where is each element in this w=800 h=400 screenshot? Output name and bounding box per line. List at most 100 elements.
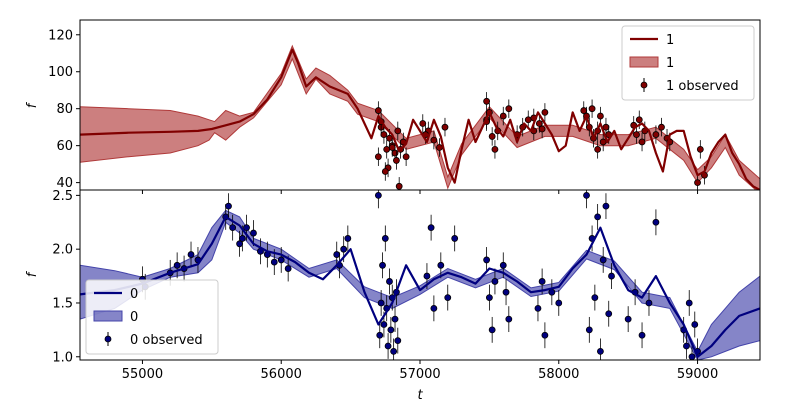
observed-point: [437, 261, 445, 269]
observed-point: [250, 229, 257, 237]
y-tick-label: 100: [48, 65, 73, 80]
observed-point: [488, 326, 496, 334]
observed-point: [380, 321, 388, 328]
observed-point: [580, 107, 588, 114]
observed-point: [381, 168, 389, 175]
observed-point: [243, 224, 250, 232]
observed-point: [344, 235, 352, 242]
observed-point: [691, 321, 699, 328]
y-tick-label: 2.5: [52, 189, 73, 204]
observed-point: [229, 224, 237, 232]
observed-point: [548, 288, 556, 296]
observed-point: [427, 224, 435, 232]
legend: 1 1 1 observed: [621, 25, 755, 101]
observed-point: [394, 337, 402, 345]
y-tick-label: 80: [56, 102, 73, 117]
observed-point: [374, 107, 382, 114]
observed-point: [485, 294, 493, 301]
observed-point: [391, 315, 399, 323]
y-tick-label: 40: [56, 176, 73, 191]
legend-label: 0: [130, 287, 138, 302]
mean-line: [80, 48, 760, 190]
observed-point: [277, 256, 285, 264]
y-tick-label: 1.5: [52, 296, 73, 311]
observed-point: [270, 258, 278, 266]
observed-point: [488, 133, 496, 140]
observed-point: [386, 134, 393, 142]
observed-point: [638, 331, 646, 339]
mean-line: [80, 215, 760, 358]
top-y-axis-label: f: [25, 101, 40, 108]
legend-label: 0: [130, 310, 138, 325]
observed-point: [597, 347, 604, 355]
observed-point: [483, 97, 491, 105]
bottom-y-axis-label: f: [25, 270, 40, 277]
legend-label: 1 observed: [666, 79, 739, 94]
legend-band-swatch: [93, 310, 123, 322]
y-tick-label: 60: [56, 139, 73, 154]
x-tick-label: 56000: [261, 367, 302, 382]
observed-point: [380, 131, 388, 138]
observed-point: [284, 265, 292, 272]
observed-point: [173, 261, 181, 269]
observed-point: [491, 278, 499, 285]
observed-point: [333, 251, 341, 258]
observed-point: [499, 261, 507, 269]
observed-point: [658, 123, 665, 131]
observed-point: [583, 191, 590, 199]
observed-point: [645, 299, 653, 307]
observed-point: [524, 116, 532, 124]
observed-point: [381, 235, 389, 242]
observed-point: [541, 108, 549, 116]
observed-point: [451, 235, 459, 242]
x-tick-label: 57000: [399, 367, 440, 382]
observed-point: [444, 294, 452, 301]
observed-point: [395, 182, 403, 190]
observed-point: [419, 120, 427, 127]
observed-point: [499, 112, 507, 120]
observed-point: [605, 310, 613, 318]
observed-point: [384, 342, 392, 350]
observed-point: [402, 153, 410, 161]
observed-point: [376, 331, 384, 339]
observed-point: [635, 116, 643, 124]
observed-point: [379, 261, 386, 269]
observed-point: [597, 112, 604, 120]
observed-point: [594, 213, 602, 221]
observed-point: [491, 145, 499, 153]
observed-point: [538, 125, 546, 133]
observed-point: [430, 304, 438, 312]
y-tick-label: 1.0: [52, 350, 73, 365]
observed-point: [483, 256, 491, 264]
observed-point: [652, 131, 660, 138]
top-panel: 40 60 80 100 120 1 1 1 observed: [48, 19, 761, 194]
observed-point: [688, 353, 696, 360]
observed-point: [608, 272, 615, 280]
observed-point: [340, 245, 348, 253]
legend-point-swatch: [640, 81, 648, 89]
observed-point: [187, 251, 195, 258]
observed-point: [387, 326, 395, 334]
observed-point: [555, 299, 563, 307]
y-tick-label: 2.0: [52, 243, 73, 258]
observed-point: [505, 315, 513, 323]
observed-point: [388, 144, 396, 151]
observed-point: [534, 304, 542, 312]
observed-point: [599, 256, 607, 264]
uncertainty-band: [80, 44, 760, 190]
observed-point: [591, 294, 599, 301]
legend-band-swatch: [629, 56, 659, 68]
observed-point: [391, 149, 399, 157]
observed-point: [430, 136, 438, 144]
legend-label: 1: [666, 56, 674, 71]
observed-point: [585, 326, 593, 334]
observed-point: [538, 278, 546, 285]
x-tick-label: 59000: [677, 367, 718, 382]
legend-box: [85, 279, 219, 355]
observed-point: [633, 131, 640, 138]
legend-label: 0 observed: [130, 333, 203, 348]
observed-point: [394, 127, 402, 135]
observed-point: [386, 278, 393, 285]
